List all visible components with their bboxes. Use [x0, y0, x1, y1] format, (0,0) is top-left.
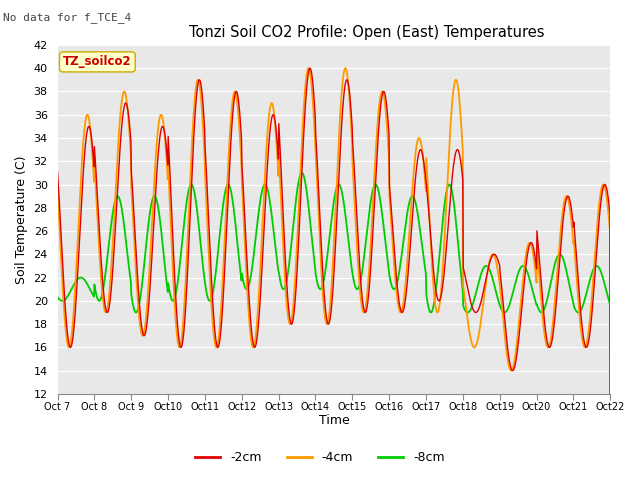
X-axis label: Time: Time [319, 414, 349, 427]
Text: No data for f_TCE_4: No data for f_TCE_4 [3, 12, 131, 23]
Y-axis label: Soil Temperature (C): Soil Temperature (C) [15, 155, 28, 284]
Text: TZ_soilco2: TZ_soilco2 [63, 55, 132, 69]
Legend: -2cm, -4cm, -8cm: -2cm, -4cm, -8cm [190, 446, 450, 469]
Title: Tonzi Soil CO2 Profile: Open (East) Temperatures: Tonzi Soil CO2 Profile: Open (East) Temp… [189, 24, 545, 39]
